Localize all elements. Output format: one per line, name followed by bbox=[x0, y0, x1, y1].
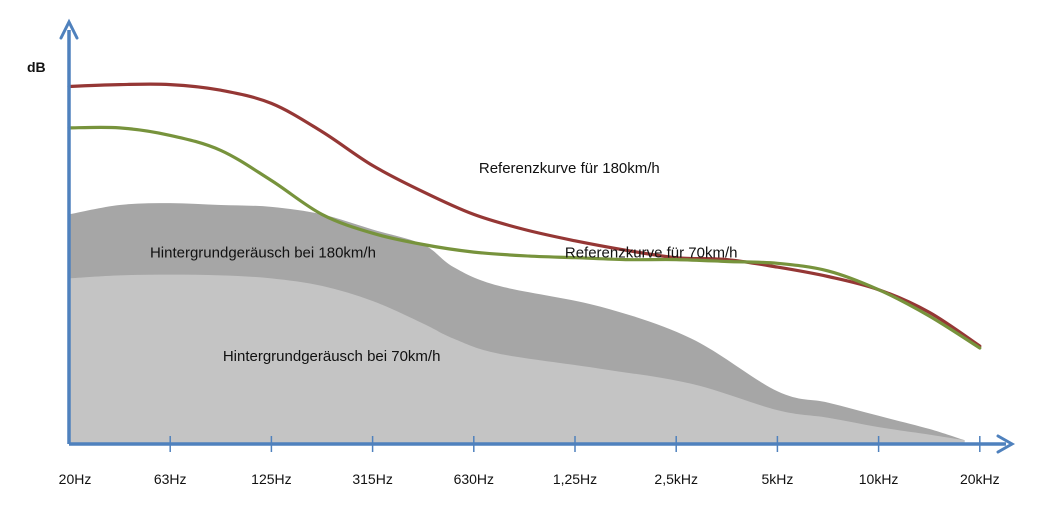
x-tick-label: 10kHz bbox=[859, 471, 899, 487]
line-reference-180 bbox=[67, 82, 982, 348]
reference-curves bbox=[67, 82, 982, 350]
x-axis-arrow bbox=[996, 434, 1016, 454]
x-tick-labels: 20Hz 63Hz 125Hz 315Hz 630Hz 1,25Hz 2,5kHz 5kHz 1… bbox=[59, 471, 1000, 487]
x-tick-label: 63Hz bbox=[154, 471, 187, 487]
x-tick-label: 630Hz bbox=[454, 471, 494, 487]
x-tick-label: 20Hz bbox=[59, 471, 92, 487]
annotation-label: Hintergrundgeräusch bei 70km/h bbox=[223, 348, 441, 365]
line-reference-70 bbox=[67, 125, 982, 350]
annotations: Referenzkurve für 180km/h Referenzkurve f… bbox=[150, 160, 737, 365]
area-background-70 bbox=[69, 274, 965, 444]
x-tick-label: 1,25Hz bbox=[553, 471, 597, 487]
annotation-label: Referenzkurve für 70km/h bbox=[565, 245, 738, 262]
x-tick-label: 125Hz bbox=[251, 471, 291, 487]
x-tick-label: 315Hz bbox=[352, 471, 392, 487]
x-tick-label: 20kHz bbox=[960, 471, 1000, 487]
y-axis-arrow bbox=[59, 18, 79, 40]
axes bbox=[59, 18, 1016, 454]
annotation-label: Hintergrundgeräusch bei 180km/h bbox=[150, 245, 376, 262]
x-tick-label: 2,5kHz bbox=[654, 471, 698, 487]
x-ticks bbox=[169, 436, 981, 452]
background-noise-areas bbox=[69, 203, 965, 444]
annotation-label: Referenzkurve für 180km/h bbox=[479, 160, 660, 177]
y-axis-label: dB bbox=[27, 59, 46, 75]
x-tick-label: 5kHz bbox=[761, 471, 793, 487]
